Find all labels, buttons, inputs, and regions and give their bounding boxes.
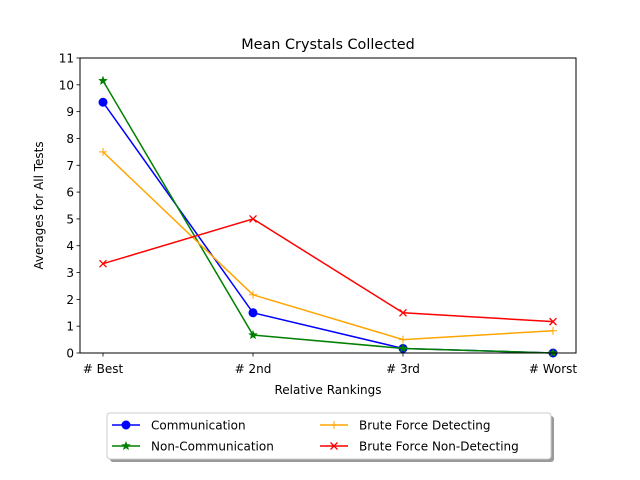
legend-label: Communication — [151, 419, 246, 433]
series-line — [102, 218, 554, 323]
y-tick-label: 7 — [66, 159, 74, 173]
series-line — [102, 80, 554, 354]
legend: Communication Non-Communication Brute Forc… — [106, 412, 554, 462]
y-axis: 0 1 2 3 4 5 6 7 8 9 10 11 — [59, 52, 80, 361]
y-tick-label: 8 — [66, 132, 74, 146]
y-tick-label: 6 — [66, 186, 74, 200]
y-axis-label: Averages for All Tests — [32, 141, 46, 269]
x-tick-label: # Worst — [529, 362, 578, 376]
legend-marker — [121, 440, 131, 451]
data-point — [248, 308, 258, 318]
y-tick-label: 1 — [66, 320, 74, 334]
series-4 — [99, 214, 557, 326]
legend-label: Brute Force Non-Detecting — [359, 440, 519, 454]
data-point — [398, 343, 408, 353]
plot-frame — [79, 57, 577, 354]
x-tick-label: # Best — [83, 362, 124, 376]
x-tick-label: # 2nd — [235, 362, 272, 376]
y-tick-label: 4 — [66, 239, 74, 253]
y-tick-label: 2 — [66, 293, 74, 307]
series-line — [102, 151, 554, 341]
legend-item: Brute Force Non-Detecting — [320, 440, 519, 454]
chart-title: Mean Crystals Collected — [241, 37, 415, 53]
legend-label: Brute Force Detecting — [359, 419, 491, 433]
data-point — [248, 329, 258, 340]
data-point — [98, 75, 108, 86]
legend-item: Brute Force Detecting — [320, 419, 491, 433]
legend-marker — [121, 420, 131, 430]
legend-box — [106, 412, 552, 460]
y-tick-label: 3 — [66, 266, 74, 280]
data-point — [249, 290, 257, 299]
data-point — [549, 317, 557, 326]
data-point — [99, 259, 107, 268]
x-axis-label: Relative Rankings — [275, 383, 382, 397]
x-tick-label: # 3rd — [386, 362, 420, 376]
data-point — [99, 147, 107, 156]
legend-marker — [330, 421, 338, 429]
data-point — [249, 214, 257, 223]
y-tick-label: 11 — [59, 52, 74, 66]
series-line — [102, 101, 554, 354]
data-point — [98, 97, 108, 107]
series-2 — [98, 75, 558, 358]
y-tick-label: 5 — [66, 212, 74, 226]
x-axis: # Best # 2nd # 3rd # Worst — [83, 353, 578, 376]
legend-label: Non-Communication — [151, 440, 274, 454]
data-point — [549, 326, 557, 335]
y-tick-label: 9 — [66, 105, 74, 119]
y-tick-label: 0 — [66, 347, 74, 361]
series-3 — [99, 147, 557, 344]
series-layer — [98, 75, 558, 358]
y-tick-label: 10 — [59, 78, 74, 92]
legend-item: Communication — [112, 419, 246, 433]
legend-item: Non-Communication — [112, 440, 274, 454]
data-point — [399, 308, 407, 317]
data-point — [399, 335, 407, 344]
legend-marker — [330, 442, 338, 450]
